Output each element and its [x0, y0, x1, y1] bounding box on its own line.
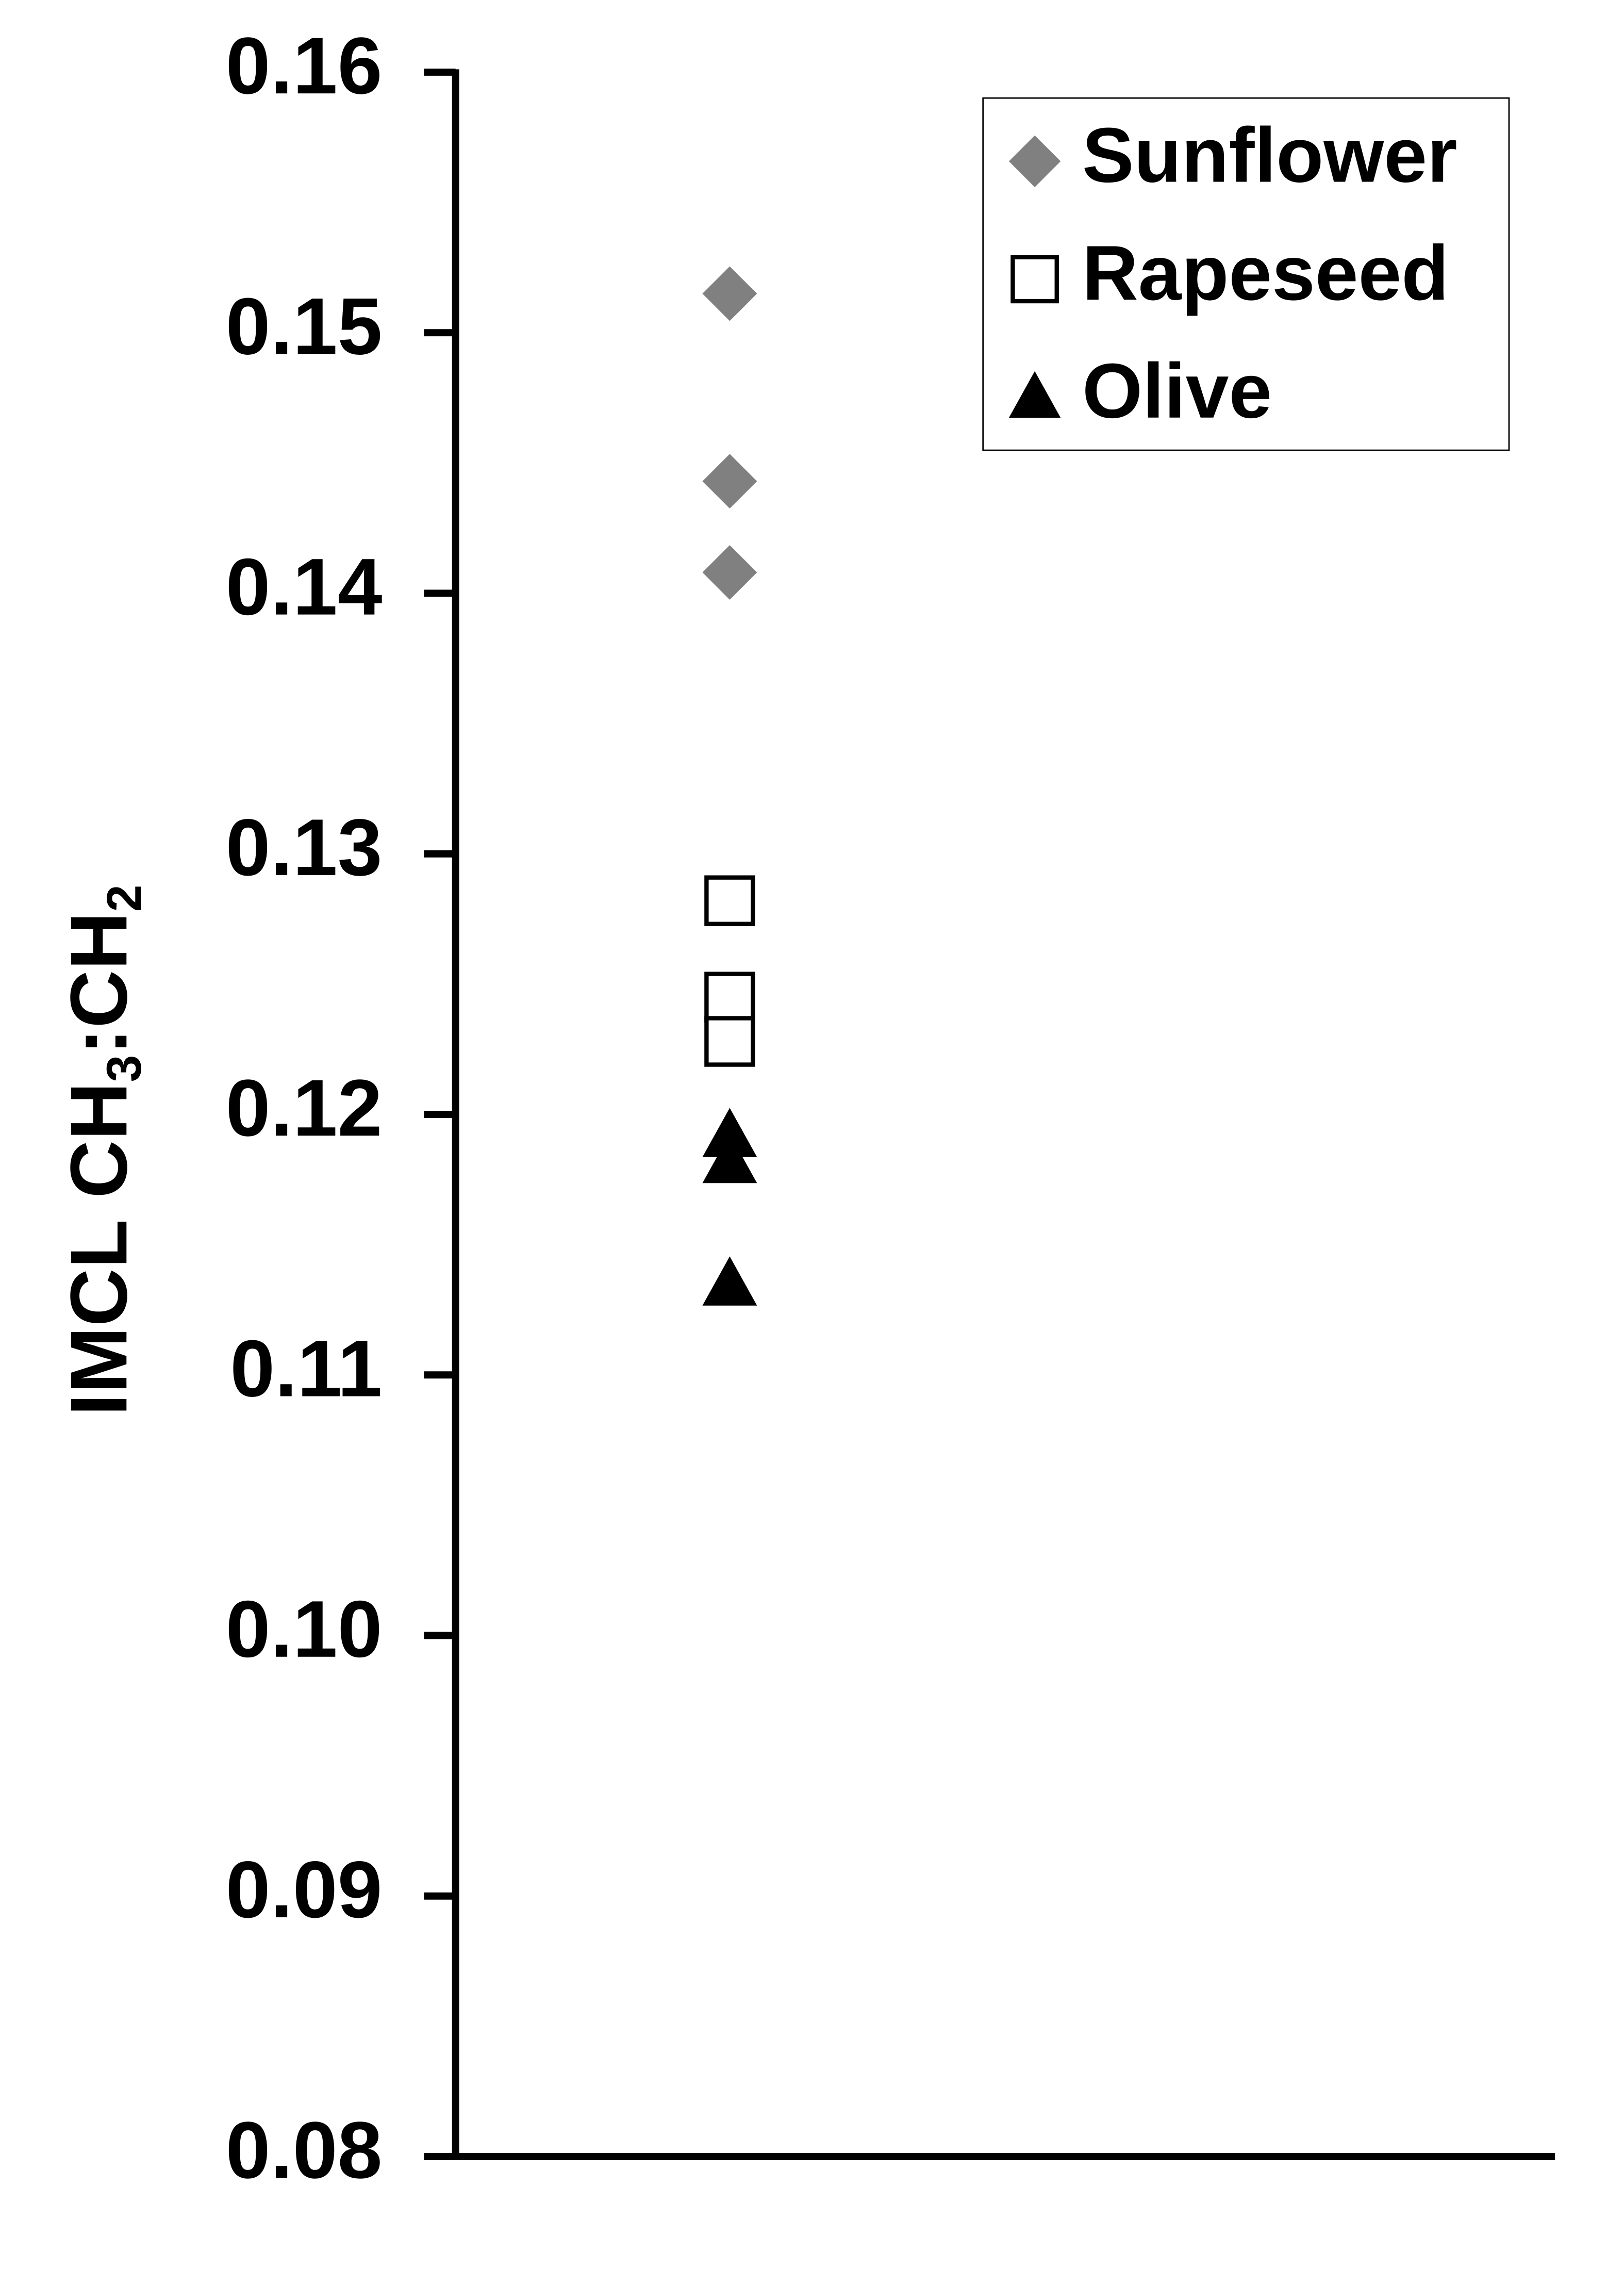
diamond-marker — [702, 545, 757, 600]
square-marker — [704, 1016, 755, 1067]
legend-box — [982, 97, 1510, 451]
y-axis-label: IMCL CH3:CH2 — [54, 884, 152, 1416]
triangle-marker — [702, 1133, 757, 1183]
triangle-marker — [1008, 371, 1061, 418]
y-tick-label: 0.09 — [226, 1845, 383, 1935]
diamond-marker — [702, 454, 757, 509]
y-tick-label: 0.08 — [226, 2106, 383, 2195]
square-marker — [704, 972, 755, 1023]
square-marker — [704, 875, 755, 926]
y-label-part: IMCL CH — [54, 1082, 144, 1416]
y-tick-label: 0.14 — [226, 542, 383, 632]
y-tick-label: 0.16 — [226, 21, 383, 111]
y-label-sub: 2 — [97, 884, 152, 912]
y-tick-label: 0.15 — [226, 282, 383, 371]
triangle-marker — [702, 1256, 757, 1306]
legend-label: Olive — [1082, 348, 1272, 434]
diamond-marker — [702, 266, 757, 321]
y-tick-label: 0.10 — [226, 1585, 383, 1674]
y-tick-label: 0.11 — [230, 1324, 382, 1413]
y-label-sub: 3 — [97, 1055, 152, 1082]
y-label-part: :CH — [54, 912, 144, 1055]
diamond-marker — [1008, 135, 1061, 187]
triangle-marker — [702, 1108, 757, 1157]
legend-label: Sunflower — [1082, 112, 1457, 199]
y-tick-label: 0.12 — [226, 1063, 383, 1153]
square-marker — [1010, 255, 1059, 304]
legend-label: Rapeseed — [1082, 229, 1449, 316]
y-tick-label: 0.13 — [226, 803, 383, 893]
